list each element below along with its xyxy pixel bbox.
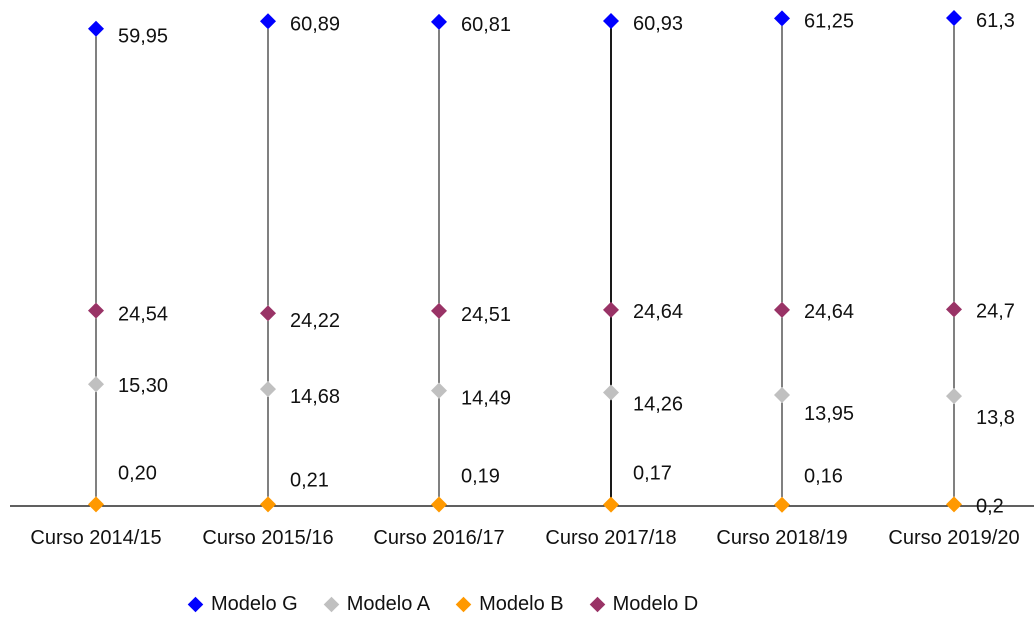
data-point [88,376,104,393]
data-label: 0,2 [976,495,1004,517]
legend-label: Modelo G [211,593,298,615]
data-point [260,305,276,322]
data-label: 24,64 [804,301,854,323]
data-label: 24,51 [461,304,511,326]
data-point [260,13,276,30]
data-label: 14,26 [633,393,683,415]
data-label: 59,95 [118,26,168,48]
x-tick-label: Curso 2014/15 [30,527,161,549]
data-label: 0,20 [118,462,157,484]
x-tick-label: Curso 2017/18 [545,527,676,549]
data-point [946,10,962,26]
data-label: 0,19 [461,465,500,487]
legend-label: Modelo B [479,593,564,615]
data-label: 60,81 [461,14,511,36]
legend-item: Modelo D [589,593,699,616]
data-point [946,388,962,405]
data-label: 60,89 [290,13,340,35]
data-point [603,496,619,513]
data-point [260,496,276,513]
data-point [431,302,447,319]
x-tick-label: Curso 2015/16 [202,527,333,549]
data-point [88,496,104,513]
data-label: 61,25 [804,10,854,32]
data-point [431,382,447,399]
data-label: 24,64 [633,301,683,323]
legend-item: Modelo A [323,593,431,616]
data-point [774,10,790,27]
data-point [774,301,790,318]
data-label: 0,16 [804,466,843,488]
data-point [946,301,962,318]
data-point [603,384,619,401]
data-point [88,20,104,37]
legend-diamond-icon [589,596,605,613]
data-point [603,301,619,318]
data-label: 13,95 [804,403,854,425]
data-label: 24,22 [290,310,340,332]
data-label: 14,49 [461,388,511,410]
data-point [946,496,962,513]
legend-diamond-icon [323,596,339,613]
x-tick-label: Curso 2018/19 [716,527,847,549]
chart-legend: Modelo G Modelo A Modelo B Modelo D [187,593,699,616]
legend-diamond-icon [187,596,204,613]
legend-diamond-icon [455,596,472,613]
data-point [431,13,447,30]
data-label: 14,68 [290,386,340,408]
data-point [774,496,790,513]
data-label: 24,54 [118,304,168,326]
legend-item: Modelo G [187,593,298,616]
data-point [88,302,104,319]
legend-label: Modelo D [612,593,699,615]
data-point [431,496,447,513]
x-tick-label: Curso 2016/17 [373,527,504,549]
data-label: 24,7 [976,300,1015,322]
data-label: 60,93 [633,13,683,35]
data-label: 61,3 [976,10,1015,32]
legend-label: Modelo A [346,593,431,615]
data-point [603,12,619,29]
data-point [260,381,276,398]
data-label: 0,17 [633,463,672,485]
data-point [774,386,790,403]
data-label: 15,30 [118,375,168,397]
legend-item: Modelo B [455,593,564,616]
data-label: 13,8 [976,407,1015,429]
data-label: 0,21 [290,469,329,491]
x-tick-label: Curso 2019/20 [888,527,1019,549]
